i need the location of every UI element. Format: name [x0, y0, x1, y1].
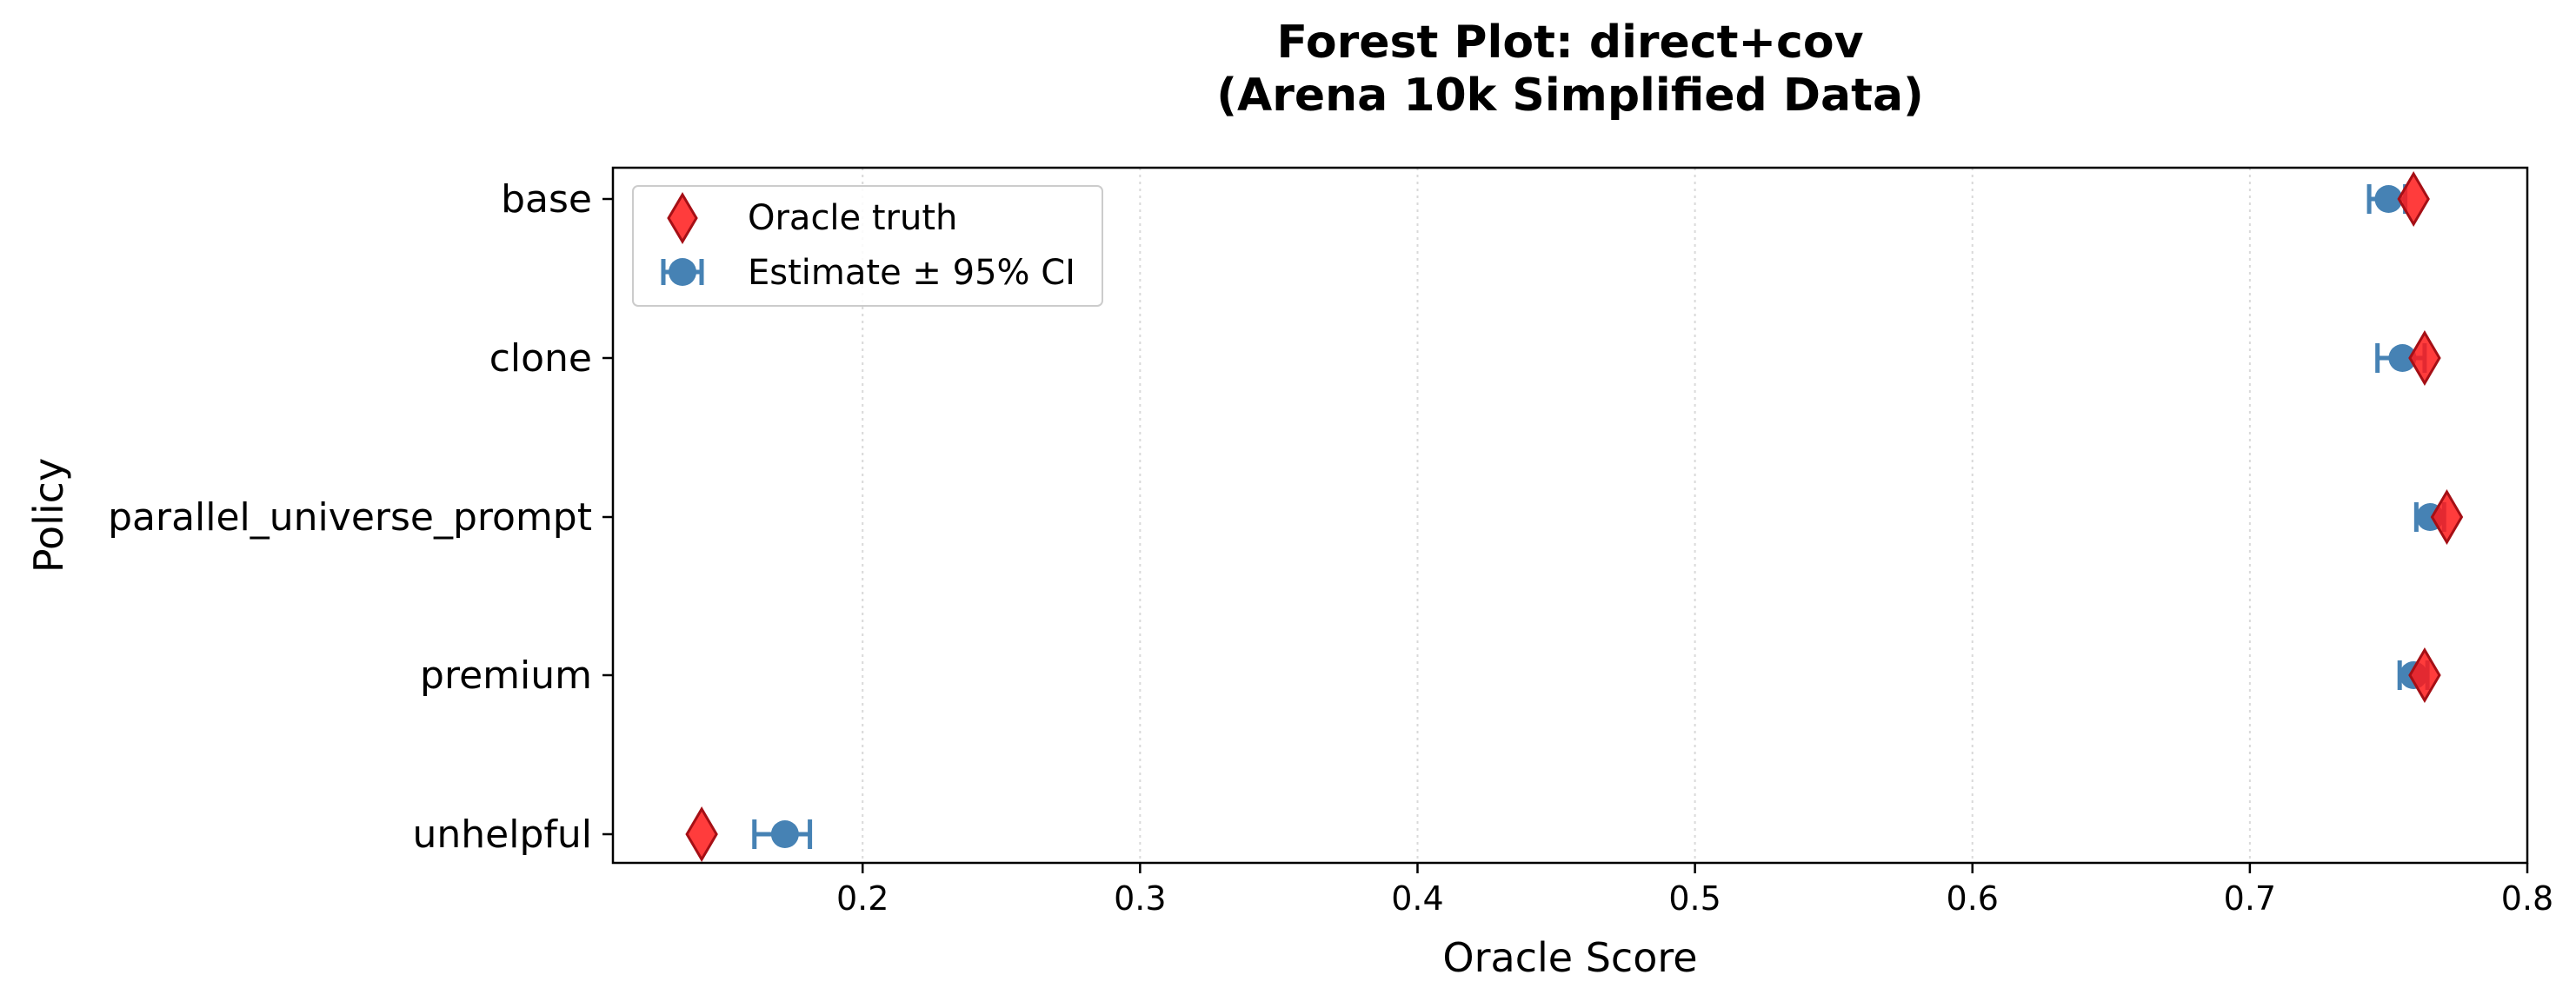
- legend-estimate-marker: [669, 258, 696, 286]
- x-tick-label: 0.5: [1668, 879, 1721, 918]
- x-tick-label: 0.7: [2224, 879, 2276, 918]
- y-axis: base clone parallel_universe_promptpremium…: [108, 177, 613, 857]
- x-tick-label: 0.4: [1391, 879, 1443, 918]
- estimate-point-base: [2374, 185, 2403, 213]
- y-tick-label-premium: premium: [420, 653, 592, 698]
- y-tick-label-unhelpful: unhelpful: [413, 812, 593, 857]
- x-tick-label: 0.3: [1114, 879, 1166, 918]
- plot-frame: [611, 166, 2529, 865]
- oracle-truth-point-clone: [2408, 330, 2441, 386]
- oracle-truth-point-unhelpful: [685, 806, 718, 862]
- y-tick-label-parallel-universe-prompt: parallel_universe_prompt: [108, 495, 592, 540]
- y-tick-label-clone: clone: [489, 336, 592, 381]
- legend-estimate-label: Estimate ± 95% CI: [748, 253, 1075, 293]
- legend-oracle-marker: [667, 192, 698, 244]
- y-tick-label-base: base: [501, 177, 592, 222]
- oracle-truth-point-parallel-universe-prompt: [2430, 489, 2464, 545]
- x-tick-label: 0.2: [836, 879, 889, 918]
- estimate-point-clone: [2388, 344, 2417, 372]
- y-axis-label: Policy: [25, 458, 72, 573]
- chart-title-line-1: Forest Plot: direct+cov: [1276, 17, 1863, 69]
- oracle-truth-point-base: [2397, 171, 2430, 227]
- legend-box: [632, 185, 1103, 307]
- x-tick-label: 0.6: [1947, 879, 1999, 918]
- legend: Oracle truth Estimate ± 95% CI: [632, 185, 1103, 307]
- grid-layer: [862, 168, 2528, 863]
- chart-title-line-2: (Arena 10k Simplified Data): [1216, 70, 1924, 122]
- x-axis-label: Oracle Score: [1442, 934, 1697, 981]
- oracle-truth-point-premium: [2408, 647, 2441, 703]
- legend-oracle-label: Oracle truth: [748, 198, 957, 238]
- data-marks: [685, 171, 2464, 862]
- x-tick-label: 0.8: [2501, 879, 2553, 918]
- x-axis: 0.2 0.3 0.4 0.5 0.6 0.7 0.8: [836, 863, 2553, 918]
- estimate-point-unhelpful: [770, 820, 799, 848]
